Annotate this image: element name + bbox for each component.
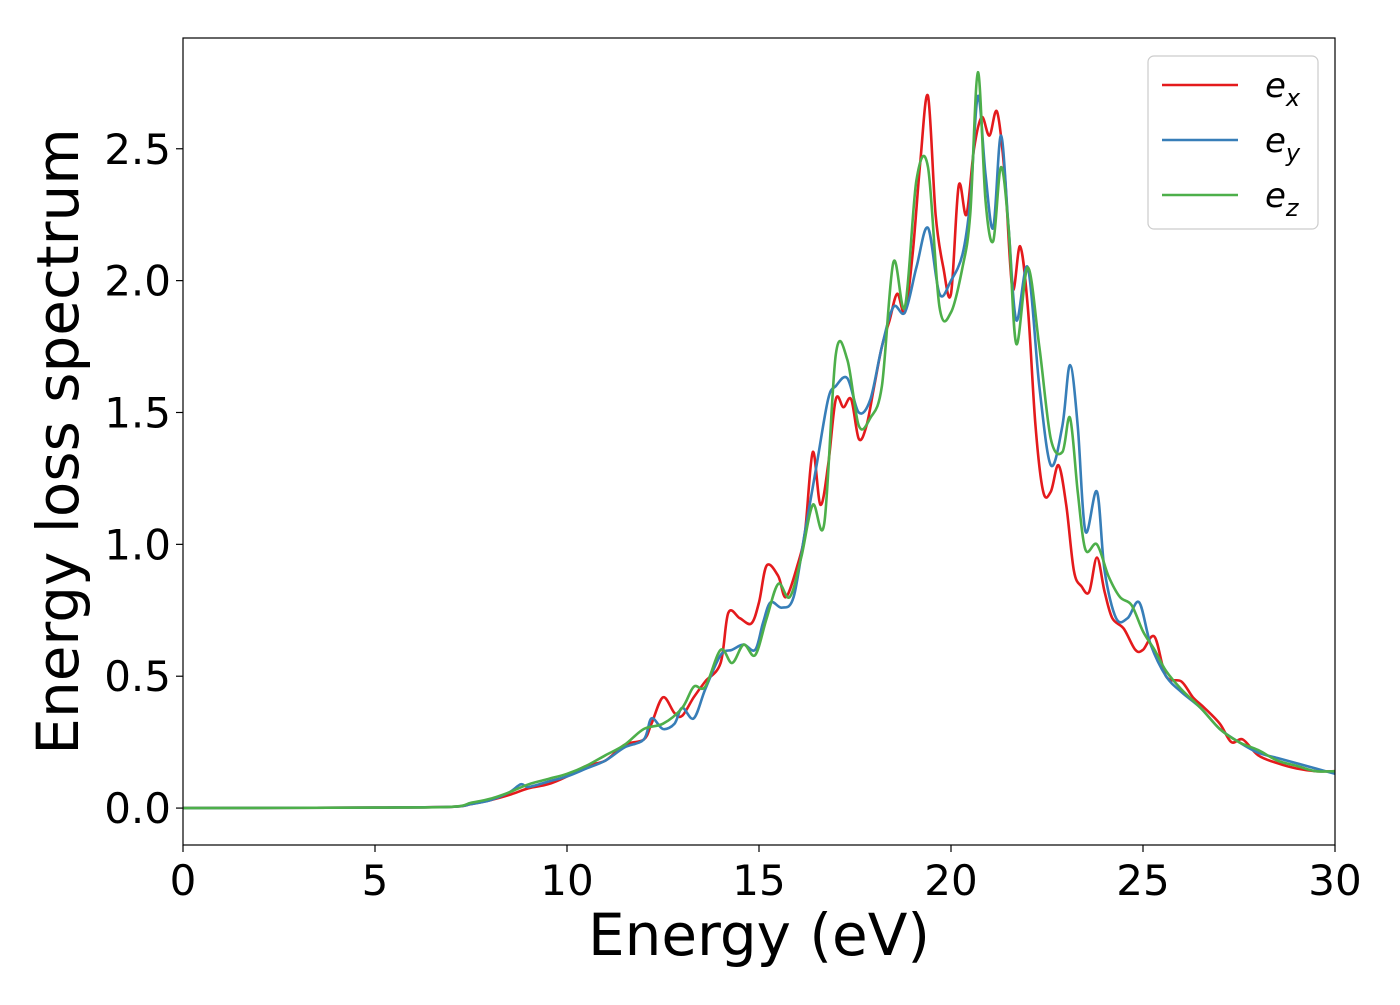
x-tick-label: 5: [362, 856, 389, 905]
y-axis-title: Energy loss spectrum: [24, 128, 92, 754]
y-tick-label: 0.5: [104, 652, 171, 701]
x-tick-label: 10: [540, 856, 593, 905]
legend-label-z: ez: [1265, 176, 1300, 222]
x-axis: 0 5 10 15 20 25 30: [170, 845, 1362, 905]
legend-label-y: ey: [1265, 121, 1301, 167]
legend-frame: [1147, 55, 1319, 230]
x-tick-label: 20: [924, 856, 977, 905]
x-tick-label: 0: [170, 856, 197, 905]
x-tick-label: 15: [732, 856, 785, 905]
series-line-x: [183, 93, 1335, 810]
y-tick-label: 2.0: [104, 257, 171, 306]
y-tick-label: 2.5: [104, 125, 171, 174]
x-tick-label: 25: [1116, 856, 1169, 905]
series-lines: [183, 70, 1335, 810]
series-line-z: [183, 70, 1335, 810]
y-tick-label: 1.5: [104, 388, 171, 437]
y-axis: 0.0 0.5 1.0 1.5 2.0 2.5: [104, 125, 183, 833]
legend-label-x: ex: [1265, 66, 1301, 112]
x-tick-label: 30: [1308, 856, 1361, 905]
series-line-y: [183, 94, 1335, 810]
y-tick-label: 1.0: [104, 520, 171, 569]
legend: ex ey ez: [1147, 55, 1319, 230]
x-axis-title: Energy (eV): [588, 901, 930, 969]
y-tick-label: 0.0: [104, 784, 171, 833]
